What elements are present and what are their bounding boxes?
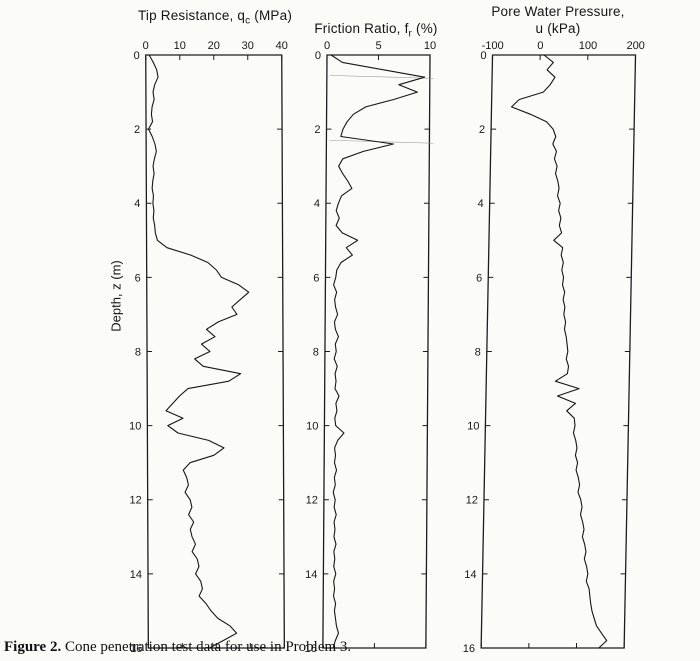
- y-tick-label: 16: [463, 643, 475, 655]
- x-tick-label: 40: [276, 40, 288, 52]
- x-tick-label: 20: [208, 40, 220, 52]
- y-tick-label: 14: [130, 569, 142, 581]
- y-tick-label: 8: [135, 347, 141, 359]
- qc-title-subscript: c: [245, 15, 251, 27]
- y-tick-label: 0: [315, 50, 321, 62]
- y-tick-label: 12: [129, 495, 141, 507]
- x-tick-label: 10: [174, 40, 186, 52]
- y-tick-label: 12: [306, 495, 318, 507]
- u-title-line2: u (kPa): [535, 21, 581, 36]
- fr-title-text: Friction Ratio, f: [314, 21, 409, 36]
- qc-plot-title: Tip Resistance, qc (MPa): [105, 8, 325, 27]
- x-tick-label: 30: [242, 40, 254, 52]
- qc-title-text: Tip Resistance, q: [137, 8, 246, 23]
- y-tick-label: 16: [130, 643, 142, 655]
- y-tick-label: 4: [314, 198, 320, 210]
- y-tick-label: 4: [477, 198, 483, 210]
- y-tick-label: 2: [479, 124, 485, 136]
- fr-plot-title: Friction Ratio, fr (%): [286, 21, 466, 40]
- y-tick-label: 6: [476, 272, 482, 284]
- y-tick-label: 6: [313, 272, 319, 284]
- x-tick-label: 0: [324, 40, 330, 52]
- qc-plot: 0 10 20 30 40 0 2 4 6 8 10 12 14 16: [129, 40, 288, 655]
- figure-caption: Figure 2. Cone penetration test data for…: [4, 639, 351, 656]
- fr-title-units: (%): [412, 21, 438, 36]
- y-tick-label: 12: [466, 495, 478, 507]
- y-tick-label: 4: [134, 198, 140, 210]
- u-plot-title: Pore Water Pressure, u (kPa): [453, 3, 663, 37]
- tip-resistance-data-line: [147, 54, 250, 649]
- qc-title-units: (MPa): [250, 8, 293, 23]
- y-tick-label: 8: [475, 347, 481, 359]
- fr-plot: 0 5 10 0 2 4 6 8 10 12 14 16: [305, 40, 437, 655]
- x-tick-label: 10: [424, 40, 436, 52]
- y-tick-label: 14: [464, 569, 476, 581]
- y-tick-label: 8: [313, 347, 319, 359]
- y-tick-label: 10: [467, 421, 479, 433]
- y-tick-label: 16: [305, 643, 317, 655]
- x-tick-label: 100: [579, 40, 598, 52]
- y-tick-label: 14: [305, 569, 317, 581]
- plot-frame: [322, 54, 431, 649]
- u-title-line1: Pore Water Pressure,: [491, 4, 625, 19]
- y-tick-label: 10: [306, 421, 318, 433]
- x-tick-label: 0: [143, 40, 149, 52]
- fr-title-subscript: r: [408, 28, 413, 40]
- y-tick-label: 2: [134, 124, 140, 136]
- y-tick-label: 6: [135, 272, 141, 284]
- y-tick-label: 10: [129, 421, 141, 433]
- y-tick-label: 0: [134, 50, 140, 62]
- plot-frame: [145, 54, 285, 649]
- figure-caption-text: Cone penetration test data for use in Pr…: [61, 639, 352, 655]
- x-tick-label: -100: [482, 40, 504, 52]
- plot-frame: [480, 54, 637, 649]
- figure-caption-label: Figure 2.: [4, 639, 62, 655]
- x-tick-label: 5: [375, 40, 381, 52]
- pore-pressure-data-line: [510, 54, 608, 649]
- scan-artifact-line: [329, 75, 434, 79]
- y-tick-label: 2: [314, 124, 320, 136]
- friction-ratio-data-line: [330, 54, 426, 649]
- y-tick-label: 0: [480, 50, 486, 62]
- x-tick-label: 200: [626, 40, 645, 52]
- x-tick-label: 0: [537, 40, 543, 52]
